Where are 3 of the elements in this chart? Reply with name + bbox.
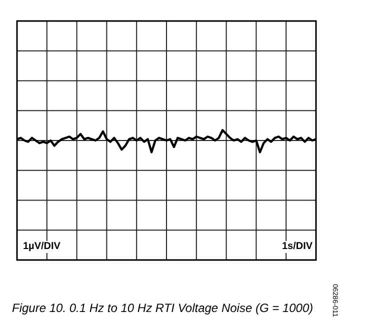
text: Figure 10. 0.1 Hz to 10 Hz RTI Voltage Noise (G = 1000) (12, 301, 314, 315)
annotation: 1µV/DIV (21, 241, 62, 253)
annotation: 1s/DIV (280, 241, 315, 253)
